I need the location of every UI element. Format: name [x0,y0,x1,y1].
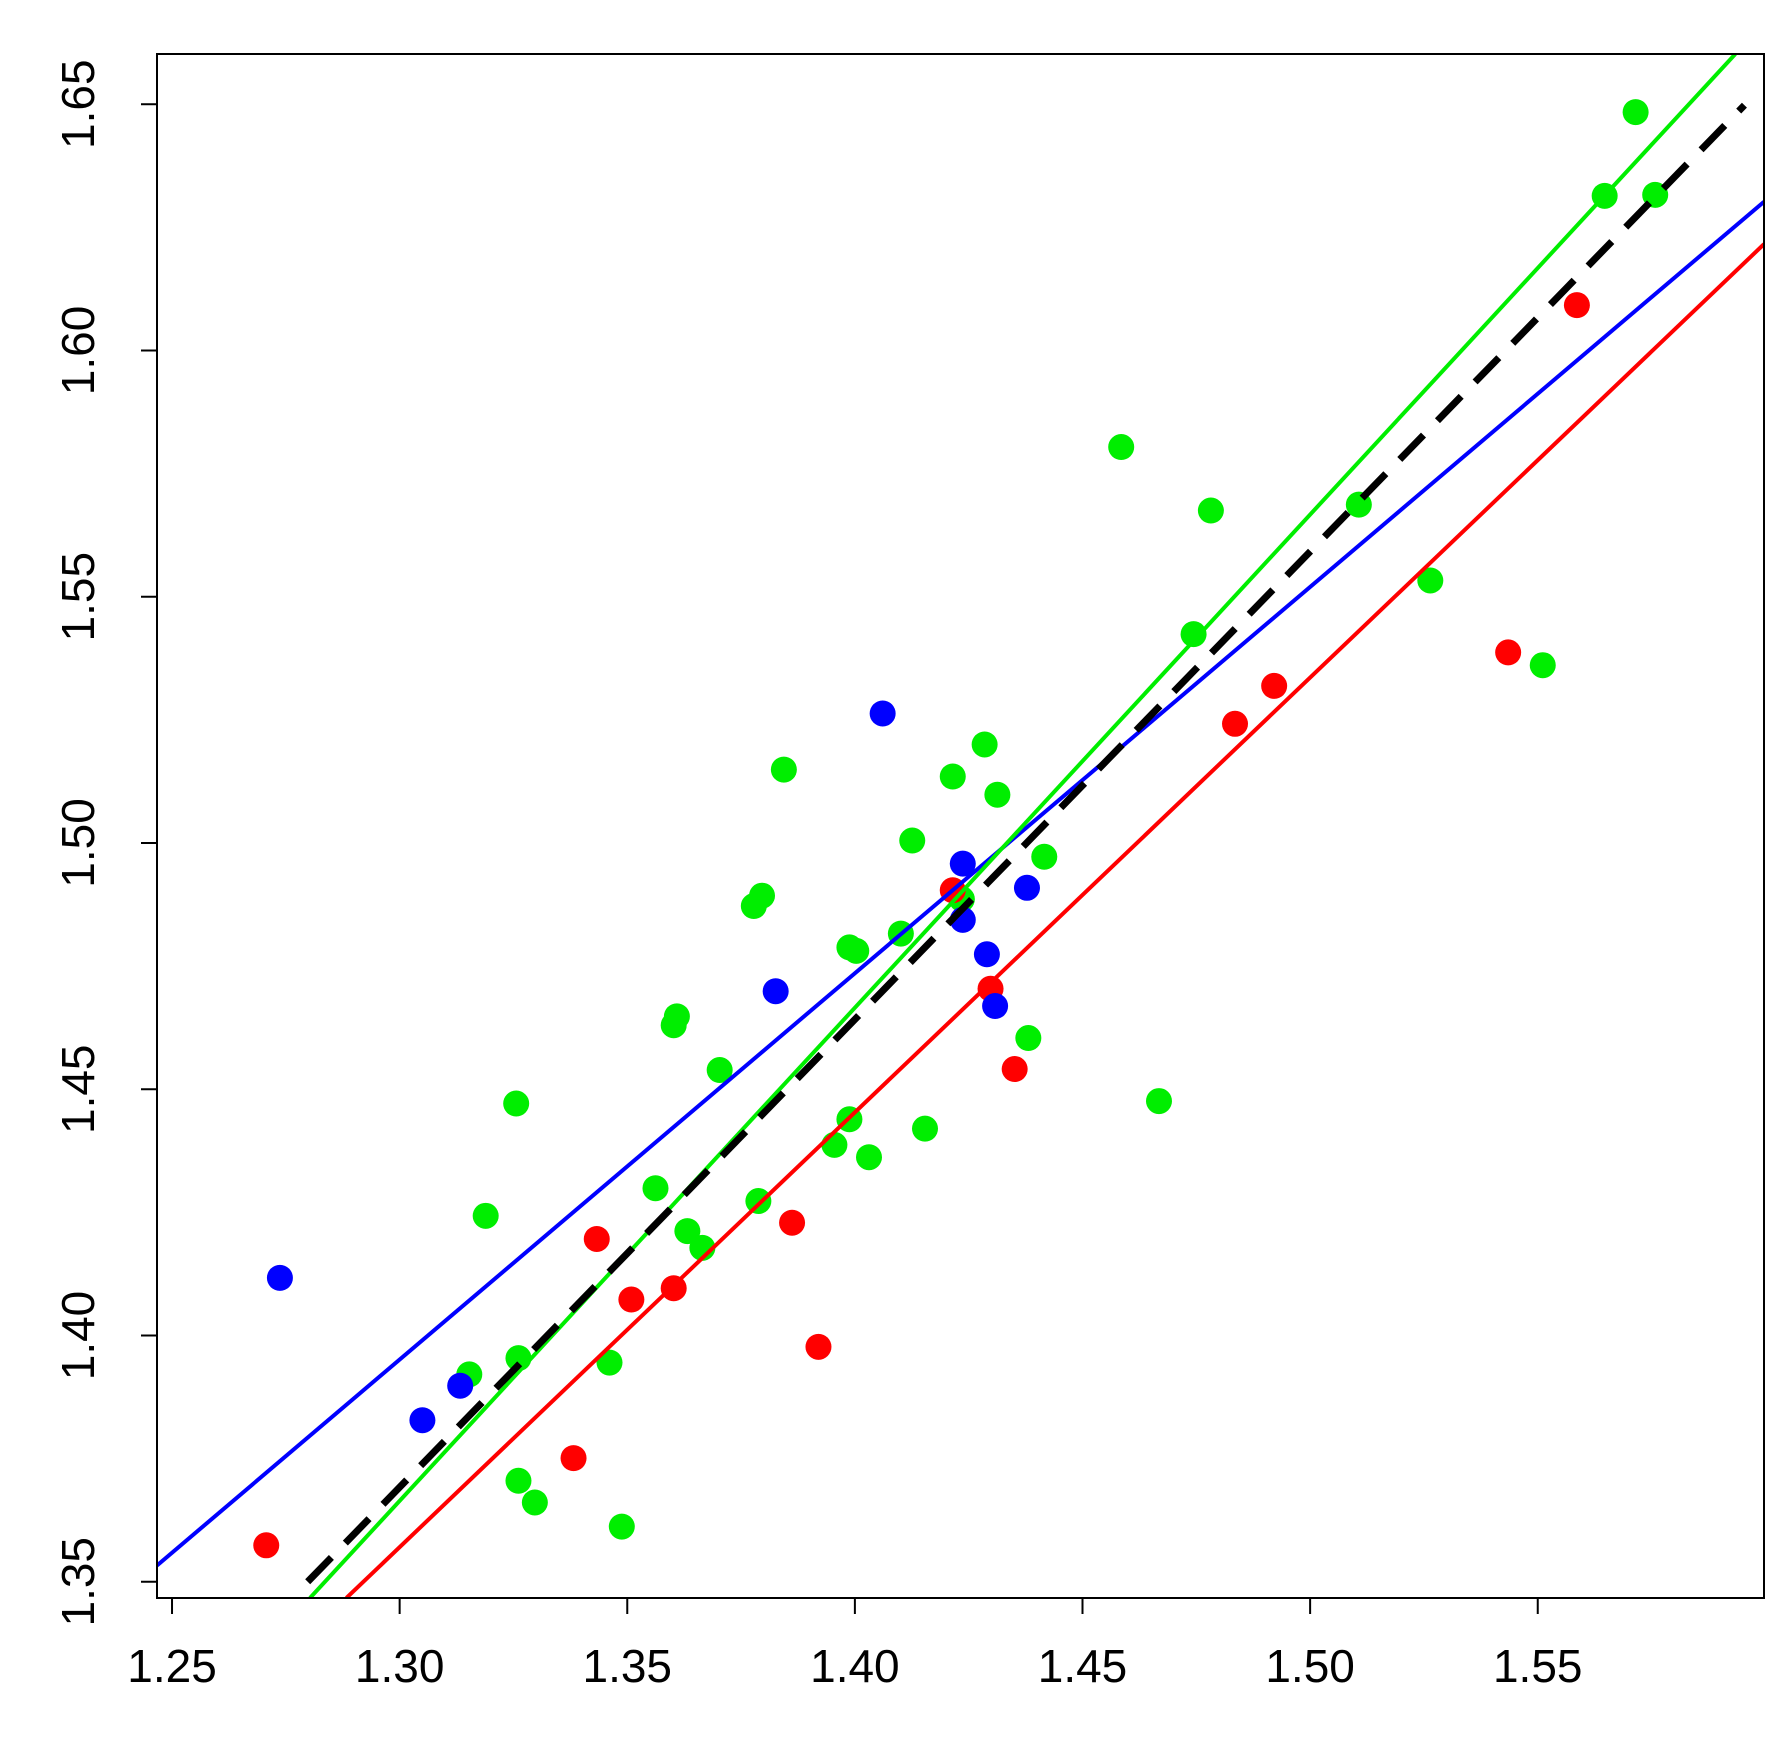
point [1261,672,1288,699]
x-tick-label: 1.35 [582,1640,672,1692]
point [1031,843,1058,870]
y-tick-label: 1.50 [52,798,104,888]
point [560,1445,587,1472]
point [1013,874,1040,901]
point [1529,652,1556,679]
point [642,1175,669,1202]
plot-area [253,99,1669,1559]
point [911,1115,938,1142]
point [1495,639,1522,666]
point [869,700,896,727]
point [973,941,1000,968]
point [472,1202,499,1229]
point [1015,1025,1042,1052]
point [447,1372,474,1399]
point [503,1090,530,1117]
point [949,850,976,877]
point [253,1532,280,1559]
point [1001,1056,1028,1083]
point [663,1003,690,1030]
point [1145,1088,1172,1115]
y-tick-label: 1.35 [52,1537,104,1627]
y-tick-label: 1.65 [52,59,104,149]
point [505,1467,532,1494]
point [1642,181,1669,208]
plot-frame [156,53,1765,1599]
point [409,1407,436,1434]
point [805,1333,832,1360]
point [706,1057,733,1084]
fit-line [157,200,1764,1568]
point [939,763,966,790]
point [618,1286,645,1313]
point [745,1188,772,1215]
point [674,1218,701,1245]
fit-line [344,242,1764,1598]
y-tick-label: 1.40 [52,1291,104,1381]
x-tick-label: 1.40 [810,1640,900,1692]
point [1108,434,1135,461]
fit-line [308,54,1737,1598]
point [762,978,789,1005]
x-tick-label: 1.50 [1265,1640,1355,1692]
point [1622,99,1649,126]
point [770,756,797,783]
point [1180,621,1207,648]
point [266,1264,293,1291]
point [779,1209,806,1236]
point [749,882,776,909]
point [971,731,998,758]
point [521,1489,548,1516]
point [583,1225,610,1252]
point [843,937,870,964]
point [899,827,926,854]
point [608,1513,635,1540]
point [984,781,1011,808]
point [1197,497,1224,524]
point [821,1131,848,1158]
y-tick-label: 1.45 [52,1044,104,1134]
x-tick-label: 1.25 [127,1640,217,1692]
fit-line [305,102,1747,1585]
point [1563,292,1590,319]
y-tick-label: 1.55 [52,552,104,642]
point [1222,710,1249,737]
point [855,1144,882,1171]
point [982,993,1009,1020]
y-tick-label: 1.60 [52,306,104,396]
x-tick-label: 1.30 [355,1640,445,1692]
x-tick-label: 1.45 [1038,1640,1128,1692]
point [596,1349,623,1376]
point [1417,567,1444,594]
x-tick-label: 1.55 [1493,1640,1583,1692]
fit-lines [157,54,1764,1598]
